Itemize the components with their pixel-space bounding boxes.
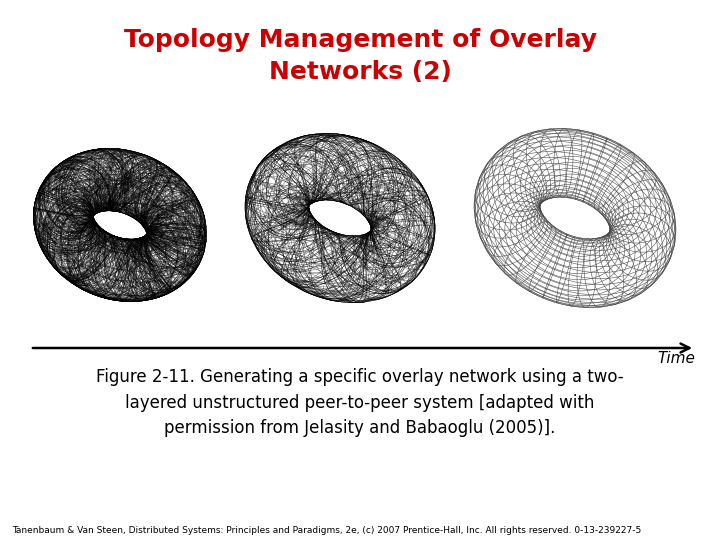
Text: Tanenbaum & Van Steen, Distributed Systems: Principles and Paradigms, 2e, (c) 20: Tanenbaum & Van Steen, Distributed Syste… [12, 526, 642, 535]
Text: Time: Time [657, 351, 695, 366]
Text: Networks (2): Networks (2) [269, 60, 451, 84]
Text: Figure 2-11. Generating a specific overlay network using a two-
layered unstruct: Figure 2-11. Generating a specific overl… [96, 368, 624, 437]
Text: Topology Management of Overlay: Topology Management of Overlay [124, 28, 596, 52]
